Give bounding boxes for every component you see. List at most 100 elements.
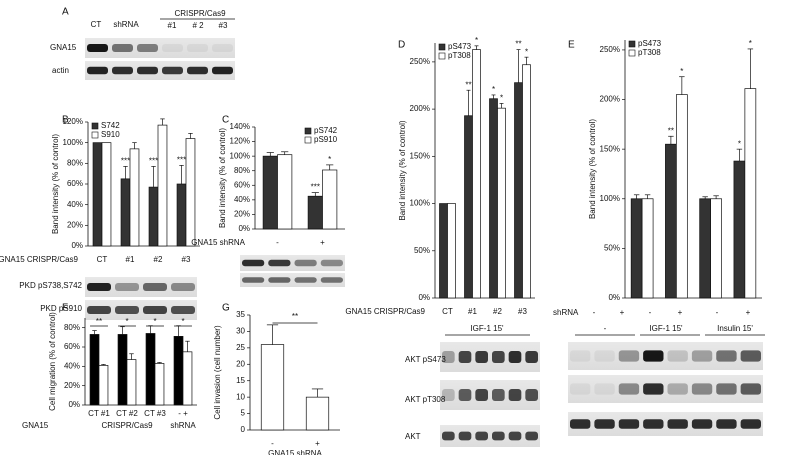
significance: *** [121,157,130,166]
blot-band [740,383,761,395]
blot-band [294,277,317,283]
bar [665,143,677,299]
blot-band [242,277,265,283]
y-tick-label: 150% [600,144,620,153]
blot-band [458,431,472,441]
group-label: CRISPR/Cas9 [174,9,226,18]
bar [676,94,688,299]
blot-background [440,425,540,447]
significance: * [492,85,495,94]
legend-label: S742 [101,121,120,130]
bar [439,203,448,299]
blot-band [320,277,343,283]
significance: * [181,317,184,326]
bar [176,183,187,247]
blot-band [87,66,108,75]
legend-swatch [438,43,446,51]
lane-label: CT [91,20,102,29]
legend-swatch [628,40,636,48]
blot-band [87,306,111,314]
blot-band [320,259,343,267]
blot-band [691,383,713,395]
blot-band [268,259,291,267]
blot-band [643,350,664,362]
y-tick-label: 80% [67,158,83,167]
blot-band [716,350,737,362]
y-tick-label: 250% [410,57,430,66]
blot-band [294,259,317,267]
blot-band [143,306,167,314]
x-tick-label: - [271,439,274,448]
blot-background [440,380,540,410]
y-tick-label: 100% [63,138,83,147]
bar [307,195,323,230]
blot-band [442,431,455,441]
blot-band [171,306,195,314]
blot-band [667,383,688,395]
y-tick-label: 100% [410,199,430,208]
y-tick-label: 20% [67,220,83,229]
legend-label: pS910 [314,135,338,144]
bar [305,396,330,431]
legend-label: pT308 [638,48,661,57]
blot-band [162,66,183,75]
y-axis-label: Cell invasion (cell number) [213,325,222,420]
blot-band [458,351,472,363]
panel-letter: G [222,303,230,314]
lane-label: # 2 [192,21,204,30]
x-tick-label: - [276,238,279,247]
blot-band [187,44,208,52]
panel-letter: A [62,7,69,18]
blot-band [115,283,139,291]
blot-band [137,66,158,75]
x-axis-label: GNA15 [22,421,49,430]
bar [260,344,285,431]
blot-band [618,419,640,429]
blot-band [508,351,522,363]
bar [98,365,109,406]
blot-band [740,419,761,429]
row-label: actin [52,66,69,75]
significance: ** [515,40,521,49]
sign: - [593,308,596,317]
y-axis-label: Band intensity (% of control) [218,128,227,228]
blot-band [212,66,233,75]
y-tick-label: 20% [234,210,250,219]
blot-band [112,66,133,75]
bar [699,198,711,299]
x-axis-label: GNA15 shRNA [191,238,245,247]
x-tick-label: #3 [182,255,191,264]
blot-band [492,431,505,441]
group-label: Insulin 15' [717,324,753,333]
x-tick-label: #3 [518,307,527,316]
x-tick-label: CT [442,307,453,316]
y-tick-label: 50% [414,246,430,255]
bar [129,148,140,247]
blot-background [240,273,345,287]
significance: *** [177,156,186,165]
legend-swatch [438,52,446,60]
y-tick-label: 15 [236,376,245,385]
bar [126,359,137,406]
y-tick-label: 150% [410,151,430,160]
blot-band [268,277,291,283]
significance: ** [465,80,471,89]
panel-letter: E [568,40,575,51]
y-axis-label: Band intensity (% of control) [588,119,597,219]
bar [522,64,531,299]
panel-letter: F [62,303,68,314]
blot-band [492,389,505,401]
blot-band [442,351,455,363]
significance: * [525,47,528,56]
row-label: AKT pS473 [405,355,446,364]
blot-band [475,431,488,441]
blot-band [667,350,688,362]
significance: * [749,39,752,48]
bar [154,363,165,406]
x-tick-label: + [320,238,325,247]
blot-band [508,431,522,441]
bar [464,115,473,299]
bar [148,186,159,247]
bar [710,198,722,299]
